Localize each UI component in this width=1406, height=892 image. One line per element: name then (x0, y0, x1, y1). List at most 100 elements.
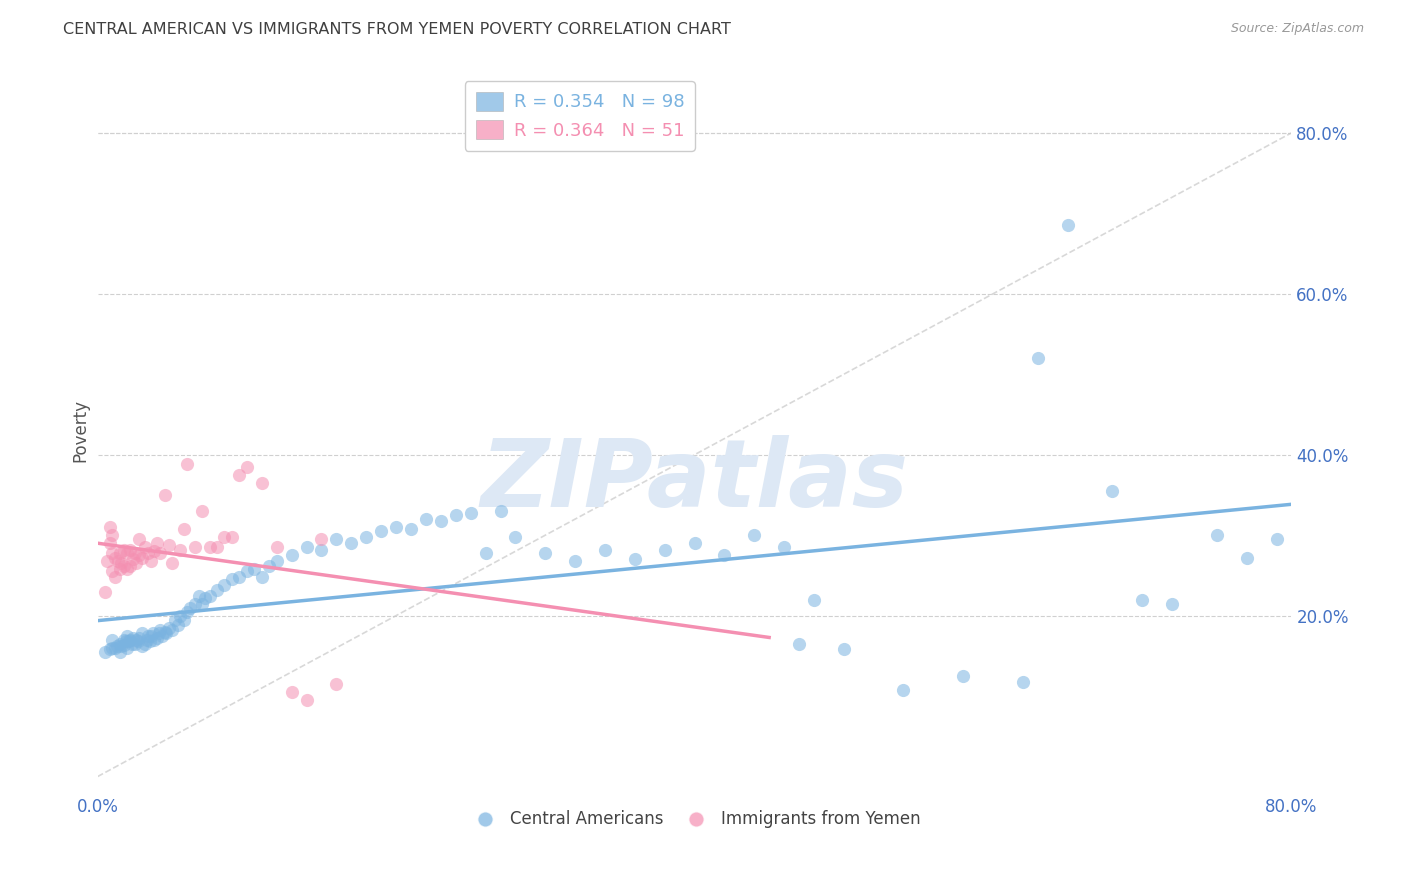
Point (114, 639, 136, 653)
Point (115, 634, 138, 648)
Point (188, 589, 211, 603)
Point (153, 624, 176, 639)
Point (228, 570, 250, 584)
Point (108, 546, 131, 560)
Point (98, 520, 121, 534)
Point (96, 554, 118, 568)
Point (104, 640, 127, 655)
Point (98, 642, 121, 657)
Point (114, 542, 136, 557)
Point (139, 634, 162, 648)
Point (128, 631, 150, 645)
Y-axis label: Poverty: Poverty (72, 399, 89, 462)
Point (179, 600, 201, 615)
Point (191, 597, 214, 611)
Point (893, 682, 915, 697)
Point (101, 528, 124, 542)
Point (94, 584, 117, 599)
Point (385, 520, 408, 534)
Point (311, 532, 333, 546)
Point (120, 558, 142, 573)
Point (295, 693, 318, 707)
Point (125, 632, 148, 647)
Point (266, 554, 288, 568)
Point (183, 541, 205, 555)
Point (120, 542, 142, 557)
Point (149, 546, 172, 560)
Point (128, 549, 150, 563)
Point (194, 591, 217, 605)
Point (155, 626, 177, 640)
Point (460, 506, 482, 520)
Point (127, 634, 149, 648)
Point (1205, 528, 1227, 542)
Point (117, 640, 139, 655)
Point (489, 504, 512, 518)
Point (160, 557, 183, 571)
Point (280, 549, 302, 563)
Point (173, 522, 195, 536)
Point (214, 530, 236, 544)
Point (205, 582, 228, 597)
Point (105, 639, 128, 653)
Point (654, 542, 676, 557)
Point (131, 626, 153, 640)
Point (101, 565, 124, 579)
Point (1056, 219, 1078, 233)
Point (742, 528, 765, 542)
Point (128, 532, 150, 546)
Point (108, 562, 131, 576)
Point (169, 608, 191, 623)
Point (266, 541, 288, 555)
Point (108, 645, 131, 659)
Point (198, 589, 221, 603)
Point (1130, 592, 1153, 607)
Point (183, 597, 205, 611)
Point (221, 530, 243, 544)
Point (803, 592, 825, 607)
Point (160, 623, 183, 637)
Point (141, 554, 163, 568)
Point (149, 623, 172, 637)
Point (124, 546, 146, 560)
Point (214, 578, 236, 592)
Point (148, 626, 170, 640)
Point (1236, 550, 1258, 565)
Point (773, 541, 796, 555)
Point (146, 631, 169, 645)
Point (94, 645, 117, 659)
Point (135, 632, 157, 647)
Point (142, 626, 165, 640)
Point (101, 640, 124, 655)
Point (108, 637, 131, 651)
Point (143, 544, 166, 558)
Point (325, 677, 347, 691)
Point (118, 634, 141, 648)
Text: ZIPatlas: ZIPatlas (481, 435, 908, 527)
Point (295, 541, 318, 555)
Point (1265, 532, 1288, 546)
Point (104, 550, 127, 565)
Text: CENTRAL AMERICAN VS IMMIGRANTS FROM YEMEN POVERTY CORRELATION CHART: CENTRAL AMERICAN VS IMMIGRANTS FROM YEME… (63, 22, 731, 37)
Point (134, 541, 156, 555)
Point (136, 546, 159, 560)
Point (474, 546, 496, 560)
Point (624, 552, 647, 566)
Point (564, 554, 586, 568)
Point (117, 562, 139, 576)
Point (713, 549, 735, 563)
Point (157, 621, 180, 635)
Legend: Central Americans, Immigrants from Yemen: Central Americans, Immigrants from Yemen (461, 804, 928, 835)
Point (104, 570, 127, 584)
Point (191, 504, 214, 518)
Point (228, 467, 250, 482)
Point (110, 639, 132, 653)
Point (787, 637, 810, 651)
Point (280, 685, 302, 699)
Point (415, 512, 437, 526)
Point (124, 637, 146, 651)
Point (250, 570, 273, 584)
Point (325, 532, 347, 546)
Point (169, 542, 191, 557)
Point (122, 552, 145, 566)
